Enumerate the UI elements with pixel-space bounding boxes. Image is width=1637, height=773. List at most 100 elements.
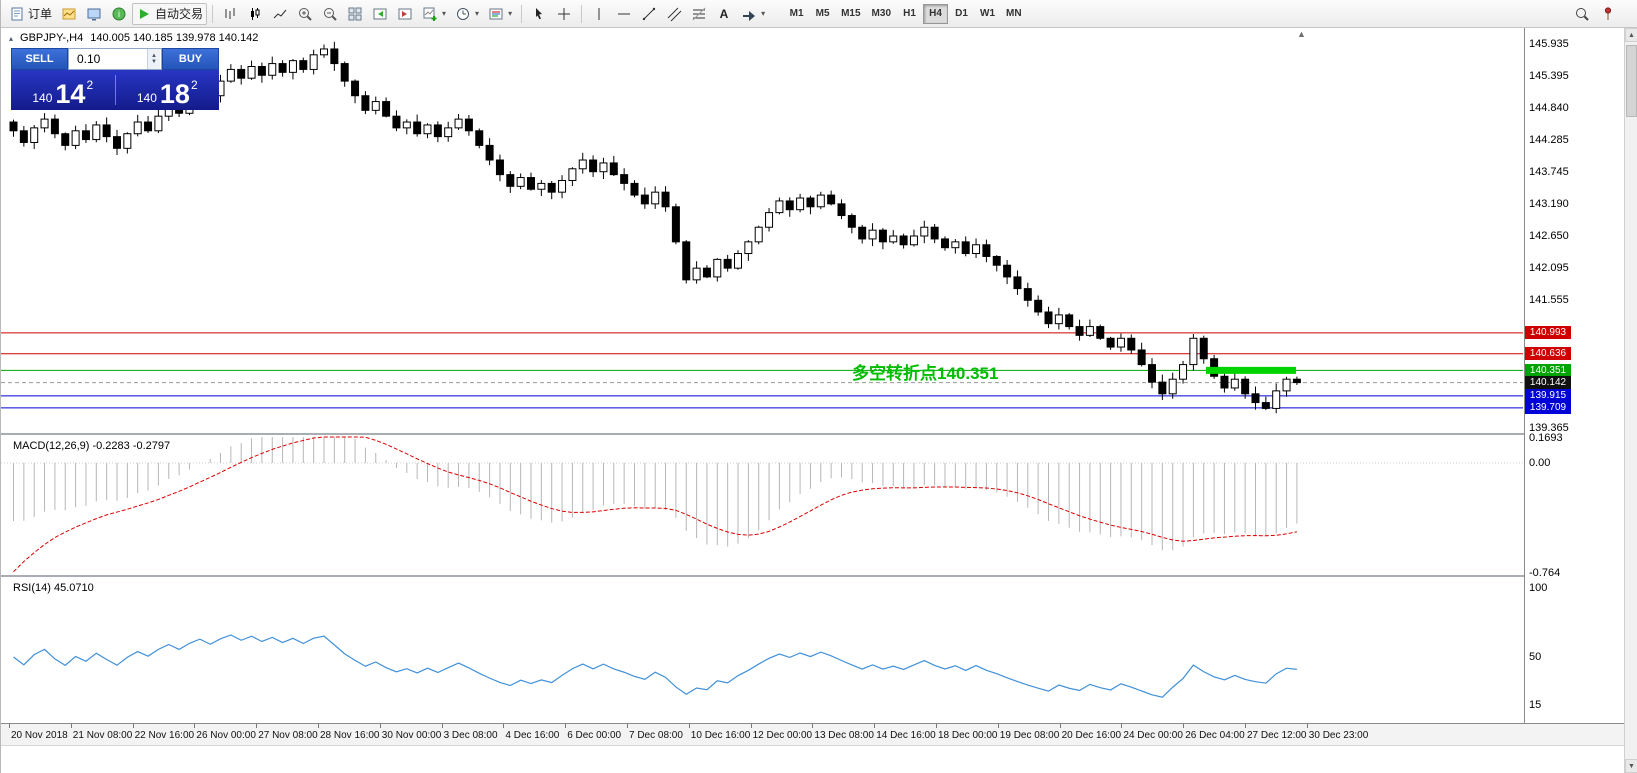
- candle-body: [102, 124, 111, 138]
- time-axis-label: 4 Dec 16:00: [505, 730, 560, 741]
- caret-down-icon: ▾: [761, 8, 766, 18]
- market-watch-icon: [87, 8, 101, 20]
- timeframe-w1[interactable]: W1: [975, 4, 1000, 24]
- data-window-button[interactable]: i: [107, 3, 131, 25]
- pane-divider[interactable]: [1, 433, 1624, 435]
- arrows-tool-button[interactable]: ▾: [737, 3, 769, 25]
- timeframe-mn[interactable]: MN: [1001, 4, 1027, 24]
- pane-divider[interactable]: [1, 575, 1624, 577]
- step-down-icon[interactable]: ▼: [151, 59, 157, 65]
- vertical-line-tool-button[interactable]: [587, 3, 611, 25]
- time-tick: [750, 724, 752, 728]
- arrow-shape-icon: [743, 10, 756, 21]
- autotrading-button[interactable]: 自动交易: [132, 2, 208, 25]
- timeframe-d1[interactable]: D1: [949, 4, 974, 24]
- candle-body: [527, 177, 535, 190]
- channel-tool-button[interactable]: [662, 3, 686, 25]
- cursor-tool-button[interactable]: [527, 3, 551, 25]
- search-button[interactable]: [1570, 3, 1594, 25]
- autotrading-label: 自动交易: [155, 7, 204, 21]
- support-highlight-bar[interactable]: [1206, 366, 1296, 374]
- candlestick-chart[interactable]: [1, 28, 1523, 433]
- chart-window-icon: [62, 8, 76, 19]
- price-tick-label: 143.190: [1529, 198, 1569, 211]
- candle-body: [475, 130, 484, 146]
- price-pane[interactable]: ▴ GBPJPY-,H4 140.005 140.185 139.978 140…: [1, 28, 1523, 433]
- market-watch-button[interactable]: [82, 3, 106, 25]
- time-axis-label: 13 Dec 08:00: [814, 730, 874, 741]
- scroll-up-icon[interactable]: ▲: [1625, 28, 1637, 42]
- candle-body: [796, 197, 805, 211]
- zoom-in-button[interactable]: [293, 3, 317, 25]
- time-tick: [1183, 724, 1185, 728]
- chart-shift-marker-icon[interactable]: ▲: [1297, 29, 1306, 39]
- lot-size-input[interactable]: 0.10 ▲ ▼: [68, 48, 162, 70]
- buy-button[interactable]: BUY: [162, 48, 219, 70]
- macd-label: MACD(12,26,9) -0.2283 -0.2797: [13, 440, 171, 452]
- chart-shift-button[interactable]: [393, 3, 417, 25]
- candle-body: [1241, 378, 1250, 395]
- candle-body: [1168, 378, 1177, 395]
- line-chart-mode-button[interactable]: [268, 3, 292, 25]
- buy-price-pipette: 2: [190, 78, 198, 92]
- candle-body: [413, 121, 422, 135]
- sell-button[interactable]: SELL: [11, 48, 68, 70]
- horizontal-line-tool-button[interactable]: [612, 3, 636, 25]
- fibonacci-tool-button[interactable]: [687, 3, 711, 25]
- scrollbar-thumb[interactable]: [1626, 45, 1637, 117]
- sell-price-display[interactable]: 140 14 2: [11, 70, 115, 110]
- timeframe-m15[interactable]: M15: [836, 4, 865, 24]
- trendline-icon: [642, 7, 656, 20]
- time-axis[interactable]: 20 Nov 2018 21 Nov 08:00 22 Nov 16:00 26 No…: [1, 723, 1624, 745]
- timeframe-m30[interactable]: M30: [867, 4, 896, 24]
- vertical-scrollbar[interactable]: ▲ ▼: [1624, 28, 1637, 773]
- collapse-panel-icon[interactable]: ▴: [9, 33, 14, 43]
- rsi-axis-label: 50: [1529, 651, 1542, 663]
- scroll-down-icon[interactable]: ▼: [1625, 759, 1637, 773]
- candlestick-icon: [251, 7, 260, 20]
- lot-size-stepper[interactable]: ▲ ▼: [147, 49, 160, 69]
- timeframe-m1[interactable]: M1: [784, 4, 809, 24]
- candlestick-mode-button[interactable]: [243, 3, 267, 25]
- candle-body: [754, 226, 763, 243]
- time-axis-label: 20 Nov 2018: [11, 730, 68, 741]
- line-chart-icon: [273, 9, 287, 18]
- periods-button[interactable]: ▾: [451, 3, 483, 25]
- tile-windows-button[interactable]: [343, 3, 367, 25]
- new-chart-button[interactable]: ▾: [418, 3, 450, 25]
- trendline-tool-button[interactable]: [637, 3, 661, 25]
- rsi-chart[interactable]: [1, 577, 1523, 723]
- auto-scroll-button[interactable]: [368, 3, 392, 25]
- new-order-button[interactable]: 订单: [5, 3, 56, 25]
- candle-body: [992, 255, 1001, 266]
- candle-body: [568, 168, 577, 181]
- timeframe-h4[interactable]: H4: [923, 3, 948, 24]
- templates-button[interactable]: ▾: [484, 3, 516, 25]
- timeframe-h1[interactable]: H1: [897, 4, 922, 24]
- time-axis-label: 21 Nov 08:00: [72, 730, 133, 741]
- candle-body: [1116, 337, 1125, 348]
- candle-body: [144, 121, 153, 132]
- step-up-icon[interactable]: ▲: [151, 53, 157, 59]
- macd-pane[interactable]: MACD(12,26,9) -0.2283 -0.2797: [1, 435, 1523, 575]
- rsi-pane[interactable]: RSI(14) 45.0710: [1, 577, 1523, 723]
- pin-button[interactable]: [1596, 3, 1620, 25]
- chart-profile-button[interactable]: [57, 3, 81, 25]
- sell-price-pipette: 2: [86, 78, 94, 92]
- pivot-annotation-text[interactable]: 多空转折点140.351: [852, 364, 999, 383]
- time-tick: [812, 724, 814, 728]
- time-tick: [256, 724, 258, 728]
- buy-price-display[interactable]: 140 18 2: [116, 70, 220, 110]
- candle-body: [837, 203, 846, 217]
- price-tick-label: 143.745: [1529, 166, 1569, 178]
- timeframe-m5[interactable]: M5: [810, 4, 835, 24]
- price-axis[interactable]: 145.935 145.395 144.840 144.285 143.745 143.1…: [1524, 28, 1624, 723]
- text-tool-button[interactable]: A: [712, 3, 736, 25]
- chart-shift-icon: [398, 8, 412, 19]
- zoom-out-button[interactable]: [318, 3, 342, 25]
- macd-chart[interactable]: [1, 435, 1523, 575]
- bar-chart-mode-button[interactable]: [218, 3, 242, 25]
- caret-down-icon: ▾: [508, 8, 513, 18]
- candle-body: [371, 101, 380, 111]
- crosshair-tool-button[interactable]: [552, 3, 576, 25]
